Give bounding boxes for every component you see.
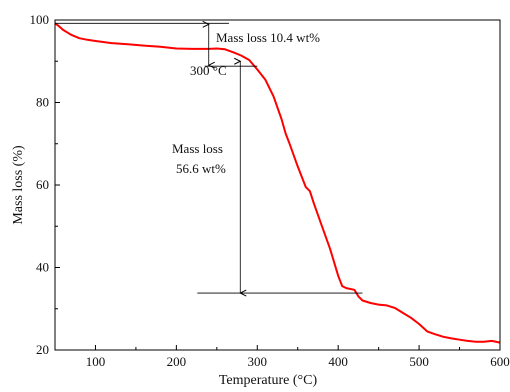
annotation-mass-loss-2-line2: 56.6 wt% [176,161,226,176]
x-tick-label: 600 [490,354,510,369]
x-tick-label: 200 [167,354,187,369]
y-tick-label: 100 [30,12,50,27]
axis-layer: 100 200 300 400 500 600 20 40 60 80 100 [30,12,510,369]
annotation-mass-loss-2-line1: Mass loss [172,141,223,156]
annotation-mass-loss-1: Mass loss 10.4 wt% [216,30,320,45]
y-tick-label: 60 [36,177,49,192]
y-tick-label: 40 [36,260,49,275]
x-tick-label: 300 [248,354,268,369]
y-tick-label: 80 [36,95,49,110]
annotation-300c: 300 °C [190,63,227,78]
plot-layer [54,22,501,344]
x-tick-label: 400 [328,354,348,369]
annotation-layer [55,23,363,293]
plot-frame [54,19,501,351]
y-tick-label: 20 [36,342,49,357]
x-axis-title: Temperature (°C) [219,373,318,388]
y-axis-title: Mass loss (%) [11,145,26,225]
x-tick-label: 500 [409,354,429,369]
x-tick-label: 100 [86,354,106,369]
tga-curve [54,22,501,344]
